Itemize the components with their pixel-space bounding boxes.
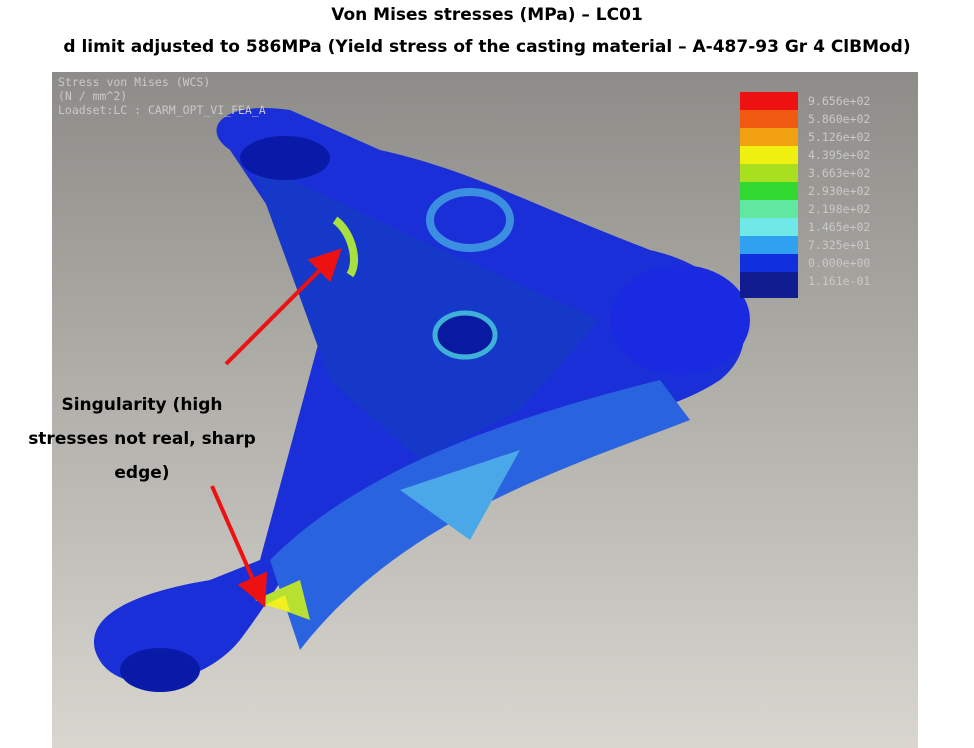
info-line: (N / mm^2) — [58, 89, 127, 103]
title: Von Mises stresses (MPa) – LC01 — [331, 5, 643, 25]
legend-label: 1.465e+02 — [808, 220, 870, 234]
page: Von Mises stresses (MPa) – LC01 d limit … — [0, 0, 974, 748]
legend-label: 2.198e+02 — [808, 202, 870, 216]
annotation-line: edge) — [114, 463, 169, 483]
legend-label: 3.663e+02 — [808, 166, 870, 180]
annotation-line: Singularity (high — [61, 395, 222, 415]
legend-label: 2.930e+02 — [808, 184, 870, 198]
legend-label: 5.126e+02 — [808, 130, 870, 144]
legend-label: 9.656e+02 — [808, 94, 870, 108]
legend-label: 4.395e+02 — [808, 148, 870, 162]
info-line: Stress von Mises (WCS) — [58, 75, 210, 89]
legend-label: 0.000e+00 — [808, 256, 870, 270]
legend-label: 7.325e+01 — [808, 238, 870, 252]
annotation-line: stresses not real, sharp — [28, 429, 256, 449]
subtitle: d limit adjusted to 586MPa (Yield stress… — [63, 37, 910, 57]
info-line: Loadset:LC : CARM_OPT_VI_FEA_A — [58, 103, 266, 117]
legend-label: 5.860e+02 — [808, 112, 870, 126]
legend-label: 1.161e-01 — [808, 274, 870, 288]
